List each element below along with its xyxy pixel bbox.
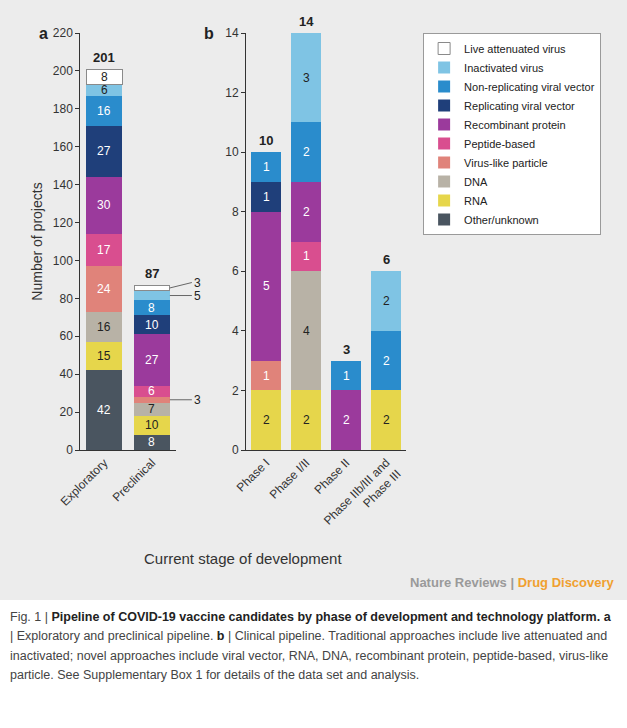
svg-text:10: 10 xyxy=(259,133,273,148)
svg-text:6: 6 xyxy=(232,264,239,278)
svg-text:2: 2 xyxy=(383,354,390,368)
svg-text:a: a xyxy=(39,25,48,42)
svg-text:16: 16 xyxy=(97,104,111,118)
svg-text:Recombinant protein: Recombinant protein xyxy=(464,119,566,131)
svg-text:b: b xyxy=(204,25,214,42)
svg-text:Non-replicating viral vector: Non-replicating viral vector xyxy=(464,81,595,93)
svg-text:10: 10 xyxy=(225,145,239,159)
svg-text:15: 15 xyxy=(97,349,111,363)
svg-text:2: 2 xyxy=(343,413,350,427)
svg-text:200: 200 xyxy=(53,64,73,78)
svg-text:2: 2 xyxy=(383,294,390,308)
svg-text:17: 17 xyxy=(97,243,111,257)
svg-text:160: 160 xyxy=(53,140,73,154)
svg-text:40: 40 xyxy=(60,367,74,381)
svg-text:1: 1 xyxy=(263,369,270,383)
svg-text:24: 24 xyxy=(97,282,111,296)
svg-text:Number of projects: Number of projects xyxy=(29,182,45,300)
svg-text:8: 8 xyxy=(148,435,155,449)
svg-text:12: 12 xyxy=(225,86,239,100)
svg-text:1: 1 xyxy=(263,190,270,204)
svg-text:1: 1 xyxy=(263,160,270,174)
svg-text:27: 27 xyxy=(97,144,111,158)
svg-text:Phase II: Phase II xyxy=(312,456,353,497)
svg-text:180: 180 xyxy=(53,102,73,116)
svg-text:6: 6 xyxy=(383,252,390,267)
svg-text:7: 7 xyxy=(148,402,155,416)
svg-text:10: 10 xyxy=(145,318,159,332)
svg-text:Phase IIb/III andPhase III: Phase IIb/III andPhase III xyxy=(321,456,404,539)
svg-text:30: 30 xyxy=(97,198,111,212)
svg-text:100: 100 xyxy=(53,254,73,268)
svg-text:0: 0 xyxy=(232,443,239,457)
svg-text:Preclinical: Preclinical xyxy=(110,456,159,505)
svg-text:16: 16 xyxy=(97,320,111,334)
svg-text:6: 6 xyxy=(148,384,155,398)
svg-text:1: 1 xyxy=(343,369,350,383)
svg-text:2: 2 xyxy=(263,413,270,427)
svg-text:8: 8 xyxy=(148,301,155,315)
svg-text:Nature Reviews | Drug Discover: Nature Reviews | Drug Discovery xyxy=(410,575,615,590)
svg-text:Peptide-based: Peptide-based xyxy=(464,138,535,150)
svg-text:DNA: DNA xyxy=(464,176,488,188)
svg-text:Other/unknown: Other/unknown xyxy=(464,214,539,226)
html-text:Fig. 1 | Pipeline of COVID-19: Fig. 1 | Pipeline of COVID-19 vaccine ca… xyxy=(10,610,611,624)
svg-text:RNA: RNA xyxy=(464,195,488,207)
svg-text:2: 2 xyxy=(303,413,310,427)
svg-text:4: 4 xyxy=(303,324,310,338)
svg-text:2: 2 xyxy=(383,413,390,427)
svg-text:3: 3 xyxy=(303,71,310,85)
svg-text:8: 8 xyxy=(101,70,108,84)
svg-text:3: 3 xyxy=(194,276,201,290)
svg-text:8: 8 xyxy=(232,205,239,219)
svg-text:Replicating viral vector: Replicating viral vector xyxy=(464,100,575,112)
svg-text:87: 87 xyxy=(145,266,159,281)
svg-text:5: 5 xyxy=(194,289,201,303)
svg-text:Exploratory: Exploratory xyxy=(58,456,111,509)
svg-text:120: 120 xyxy=(53,216,73,230)
svg-text:201: 201 xyxy=(93,50,115,65)
svg-text:14: 14 xyxy=(225,26,239,40)
svg-text:2: 2 xyxy=(303,145,310,159)
svg-text:10: 10 xyxy=(145,418,159,432)
svg-text:1: 1 xyxy=(303,249,310,263)
svg-text:Phase I: Phase I xyxy=(234,456,273,495)
svg-text:60: 60 xyxy=(60,329,74,343)
svg-text:3: 3 xyxy=(194,393,201,407)
svg-text:6: 6 xyxy=(101,83,108,97)
svg-text:Live attenuated virus: Live attenuated virus xyxy=(464,43,566,55)
svg-text:14: 14 xyxy=(299,14,314,29)
html-text:| Exploratory and preclinical: | Exploratory and preclinical pipeline. … xyxy=(10,629,609,683)
svg-text:2: 2 xyxy=(232,384,239,398)
svg-text:220: 220 xyxy=(53,26,73,40)
svg-text:0: 0 xyxy=(66,443,73,457)
svg-text:140: 140 xyxy=(53,178,73,192)
svg-text:42: 42 xyxy=(97,403,111,417)
svg-text:5: 5 xyxy=(263,279,270,293)
svg-text:Virus-like particle: Virus-like particle xyxy=(464,157,548,169)
svg-text:27: 27 xyxy=(145,353,159,367)
svg-text:Current stage of development: Current stage of development xyxy=(144,550,342,567)
svg-text:20: 20 xyxy=(60,405,74,419)
svg-text:3: 3 xyxy=(343,342,350,357)
svg-text:Inactivated virus: Inactivated virus xyxy=(464,62,544,74)
svg-text:4: 4 xyxy=(232,324,239,338)
svg-text:2: 2 xyxy=(303,205,310,219)
svg-text:Phase I/II: Phase I/II xyxy=(267,456,313,502)
svg-text:80: 80 xyxy=(60,292,74,306)
